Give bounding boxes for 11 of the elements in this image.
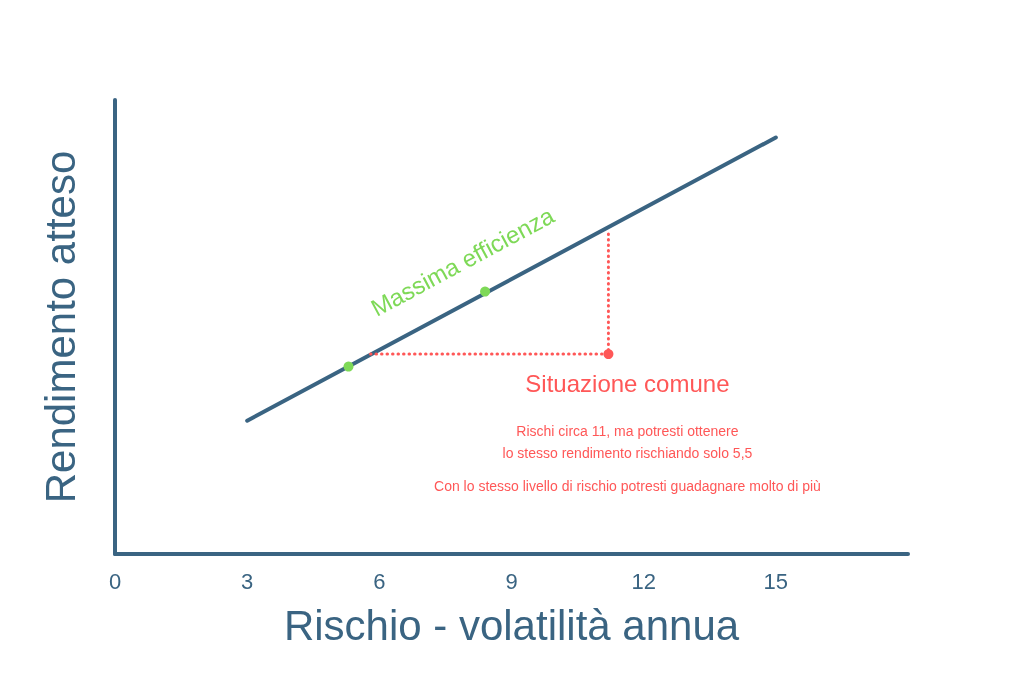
annotation: Con lo stesso livello di rischio potresti guadagnare molto di più bbox=[434, 478, 821, 495]
x-tick-label: 6 bbox=[373, 568, 386, 594]
x-tick-label: 9 bbox=[505, 568, 518, 594]
x-tick-label: 0 bbox=[108, 568, 122, 594]
y-axis-title: Rendimento atteso bbox=[36, 150, 84, 504]
annotation: Rischi circa 11, ma potresti ottenere lo stesso rendimento rischiando solo 5,5 bbox=[502, 423, 753, 462]
annotation: Situazione comune bbox=[525, 369, 730, 397]
x-axis-title: Rischio - volatilità annua bbox=[283, 601, 740, 649]
x-tick-label: 15 bbox=[763, 568, 789, 594]
x-tick-label: 12 bbox=[631, 568, 656, 594]
x-tick-label: 3 bbox=[241, 568, 254, 594]
